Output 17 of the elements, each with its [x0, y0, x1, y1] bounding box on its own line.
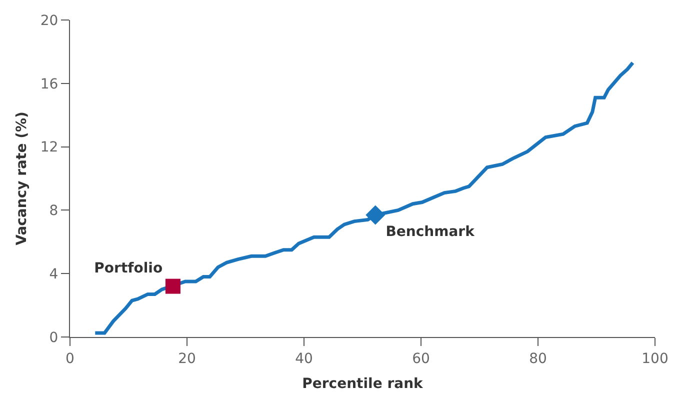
x-tick-label: 100: [642, 350, 668, 367]
y-tick-label: 8: [49, 203, 58, 220]
x-tick-label: 60: [412, 350, 430, 367]
y-tick-label: 16: [40, 76, 58, 92]
x-tick-label: 80: [529, 350, 547, 367]
y-tick-label: 12: [40, 140, 58, 156]
series-label: Portfolio: [94, 260, 163, 276]
y-axis-title: Vacancy rate (%): [14, 112, 30, 246]
y-tick-label: 4: [49, 266, 58, 282]
line-series: [93, 61, 635, 335]
x-tick-label: 20: [178, 350, 196, 367]
series-label: Benchmark: [386, 224, 476, 240]
x-axis-title: Percentile rank: [302, 376, 424, 392]
x-tick-label: 40: [295, 350, 313, 367]
y-tick-label: 20: [40, 12, 58, 29]
y-tick-label: 0: [49, 330, 58, 346]
x-tick-label: 0: [66, 350, 74, 367]
